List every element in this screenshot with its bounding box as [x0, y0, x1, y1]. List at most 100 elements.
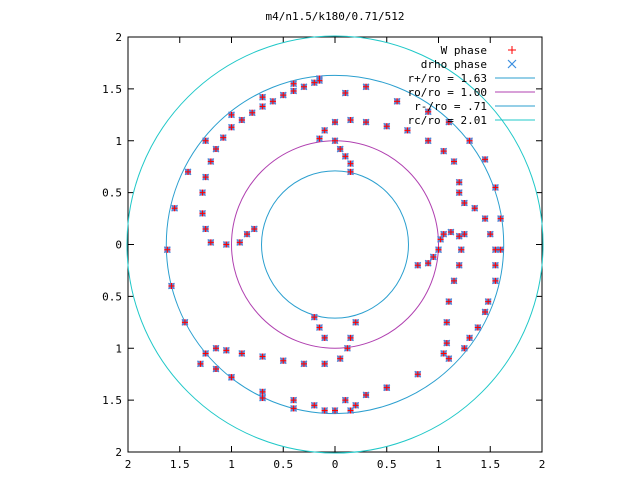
w-marker	[199, 189, 206, 196]
phase-point	[424, 108, 432, 116]
w-marker	[440, 350, 447, 357]
legend-marker-plus	[508, 46, 516, 54]
phase-point	[321, 407, 329, 414]
x-tick-label: 1.5	[480, 458, 500, 471]
y-tick-label: 2	[115, 31, 122, 44]
phase-point	[445, 118, 453, 126]
x-tick-label: 1	[228, 458, 235, 471]
phase-point	[181, 318, 189, 326]
w-marker	[352, 319, 359, 326]
phase-point	[455, 232, 463, 240]
phase-point	[199, 189, 206, 197]
w-marker	[445, 355, 452, 362]
phase-point	[492, 277, 499, 285]
w-marker	[461, 200, 468, 206]
phase-point	[443, 339, 451, 347]
radius-circle	[231, 140, 439, 349]
x-tick-label: 2	[539, 458, 546, 471]
phase-point	[212, 344, 220, 352]
phase-point	[197, 360, 204, 368]
phase-point	[336, 355, 344, 363]
y-tick-label: 1.5	[102, 83, 122, 96]
phase-point	[243, 230, 251, 238]
w-marker	[347, 407, 354, 414]
phase-point	[310, 79, 318, 87]
phase-point	[450, 277, 458, 285]
w-marker	[492, 184, 499, 191]
w-marker	[290, 87, 297, 94]
w-marker	[474, 324, 481, 331]
phase-point	[290, 405, 298, 412]
w-marker	[259, 388, 266, 395]
x-tick-label: 0	[332, 458, 339, 471]
legend-label: W phase	[441, 44, 487, 57]
phase-point	[259, 93, 266, 101]
phase-point	[362, 83, 370, 91]
phase-point	[259, 388, 266, 396]
phase-point	[316, 77, 323, 84]
w-marker	[316, 77, 323, 84]
phase-point	[250, 225, 258, 233]
w-marker	[363, 391, 370, 398]
w-marker	[316, 135, 323, 142]
phase-point	[481, 156, 489, 163]
w-marker	[212, 366, 219, 372]
y-tick-label: 2	[115, 446, 122, 459]
phase-point	[310, 401, 318, 409]
phase-point	[450, 158, 458, 165]
w-marker	[316, 324, 323, 331]
w-marker	[485, 298, 492, 305]
w-marker	[347, 334, 354, 341]
phase-point	[336, 145, 344, 153]
w-marker	[363, 119, 370, 126]
w-marker	[456, 179, 463, 186]
phase-point	[222, 346, 230, 354]
radius-circle	[165, 74, 505, 415]
w-marker	[425, 137, 432, 144]
phase-point	[331, 407, 339, 414]
phase-point	[347, 334, 354, 342]
w-marker	[236, 239, 243, 246]
w-marker	[451, 277, 458, 284]
w-marker	[492, 262, 499, 269]
w-marker	[347, 168, 354, 175]
radius-circle	[126, 35, 544, 454]
phase-point	[383, 384, 391, 392]
w-marker	[394, 98, 401, 105]
phase-point	[460, 230, 468, 238]
w-marker	[352, 402, 359, 409]
w-marker	[443, 340, 450, 347]
w-marker	[461, 345, 468, 352]
phase-point	[347, 168, 354, 176]
phase-point	[486, 230, 494, 238]
w-marker	[466, 334, 473, 341]
w-marker	[492, 246, 499, 253]
phase-point	[259, 394, 266, 402]
w-marker	[471, 205, 478, 212]
w-marker	[383, 384, 390, 391]
phase-point	[290, 80, 298, 88]
phase-point	[236, 239, 244, 246]
w-marker	[321, 407, 328, 414]
w-marker	[414, 262, 421, 269]
y-tick-label: 0.5	[102, 187, 122, 200]
w-marker	[451, 158, 458, 165]
w-marker	[445, 298, 452, 305]
phase-point	[248, 109, 256, 117]
legend-label: r+/ro = 1.63	[408, 72, 487, 85]
phase-point	[445, 355, 453, 363]
phase-point	[347, 116, 354, 124]
w-marker	[238, 117, 245, 123]
w-marker	[171, 205, 178, 212]
x-tick-label: 1.5	[170, 458, 190, 471]
phase-point	[279, 91, 287, 99]
phase-point	[290, 396, 298, 404]
w-marker	[461, 231, 468, 238]
axis-ticks: 2 1.5 1 0.5 0 0.5 1 1.5 221.510.500.511.52	[102, 31, 545, 471]
phase-point	[460, 199, 468, 207]
w-marker	[437, 236, 444, 243]
w-marker	[202, 225, 209, 232]
w-marker	[425, 108, 432, 115]
w-marker	[466, 137, 473, 144]
